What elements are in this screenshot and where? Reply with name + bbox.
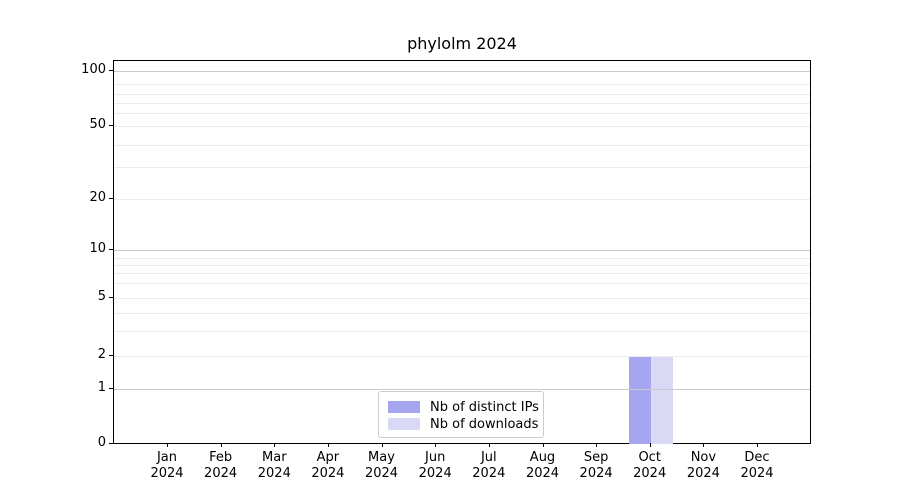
y-gridline-minor xyxy=(114,273,810,274)
x-tick-label: Jan 2024 xyxy=(137,450,197,482)
x-tick-month: Dec xyxy=(744,450,770,465)
y-tick xyxy=(109,125,113,126)
y-tick-label: 5 xyxy=(97,289,106,304)
legend-swatch-downloads xyxy=(388,418,420,430)
x-tick-month: Mar xyxy=(262,450,287,465)
x-tick-label: Apr 2024 xyxy=(298,450,358,482)
x-tick-month: Apr xyxy=(316,450,340,465)
y-tick-label: 1 xyxy=(97,380,106,395)
x-tick-year: 2024 xyxy=(472,466,506,481)
x-tick-label: Nov 2024 xyxy=(673,450,733,482)
x-tick xyxy=(703,443,705,447)
x-tick-month: Nov xyxy=(690,450,717,465)
chart-title: phylolm 2024 xyxy=(407,34,517,53)
legend-label-distinct-ips: Nb of distinct IPs xyxy=(430,399,539,415)
y-tick-label: 50 xyxy=(89,117,106,132)
y-tick-label: 100 xyxy=(81,62,106,77)
x-tick-label: Dec 2024 xyxy=(727,450,787,482)
x-tick-label: Sep 2024 xyxy=(566,450,626,482)
x-tick xyxy=(596,443,598,447)
x-tick-month: Feb xyxy=(209,450,233,465)
legend: Nb of distinct IPs Nb of downloads xyxy=(378,391,544,438)
x-tick-year: 2024 xyxy=(740,466,774,481)
x-tick-label: Mar 2024 xyxy=(244,450,304,482)
x-tick-month: Oct xyxy=(638,450,661,465)
x-tick xyxy=(220,443,222,447)
bar-nb-of-downloads xyxy=(650,356,673,444)
x-tick xyxy=(542,443,544,447)
x-tick-month: Jul xyxy=(480,450,497,465)
x-tick xyxy=(757,443,758,447)
x-tick-year: 2024 xyxy=(204,466,238,481)
y-tick-label: 20 xyxy=(89,190,106,205)
x-tick-year: 2024 xyxy=(579,466,613,481)
x-tick-month: Sep xyxy=(583,450,609,465)
x-tick xyxy=(274,443,276,447)
x-tick xyxy=(435,443,437,447)
legend-swatch-distinct-ips xyxy=(388,401,420,413)
x-tick-label: Jun 2024 xyxy=(405,450,465,482)
y-gridline-minor xyxy=(114,313,810,314)
x-tick-label: May 2024 xyxy=(352,450,412,482)
x-tick-month: Jun xyxy=(425,450,446,465)
y-gridline-decade xyxy=(114,71,810,72)
y-gridline-minor xyxy=(114,331,810,332)
x-tick-label: Aug 2024 xyxy=(513,450,573,482)
y-gridline-decade xyxy=(114,389,810,390)
y-gridline-minor xyxy=(114,283,810,284)
y-gridline-minor xyxy=(114,265,810,266)
x-tick xyxy=(381,443,383,447)
legend-label-downloads: Nb of downloads xyxy=(430,416,539,432)
x-tick-year: 2024 xyxy=(150,466,184,481)
plot-area: Nb of distinct IPs Nb of downloads xyxy=(113,60,811,444)
y-gridline-minor xyxy=(114,356,810,357)
y-tick xyxy=(109,443,113,444)
y-gridline-decade xyxy=(114,250,810,251)
x-tick xyxy=(488,443,490,447)
bar-nb-of-distinct-ips xyxy=(628,356,651,444)
legend-item-downloads: Nb of downloads xyxy=(388,416,538,432)
x-tick-year: 2024 xyxy=(418,466,452,481)
y-tick-label: 10 xyxy=(89,241,106,256)
y-gridline-minor xyxy=(114,145,810,146)
x-tick-label: Jul 2024 xyxy=(459,450,519,482)
x-tick-year: 2024 xyxy=(633,466,667,481)
x-tick-label: Oct 2024 xyxy=(620,450,680,482)
x-tick-month: Aug xyxy=(529,450,556,465)
y-tick xyxy=(109,297,113,298)
x-tick-year: 2024 xyxy=(364,466,399,481)
y-tick xyxy=(109,198,113,199)
x-tick-label: Feb 2024 xyxy=(191,450,251,482)
x-tick-month: Jan xyxy=(156,450,178,465)
y-gridline-minor xyxy=(114,126,810,127)
y-gridline-minor xyxy=(114,258,810,259)
y-tick-label: 2 xyxy=(97,347,106,362)
y-tick xyxy=(109,388,113,389)
y-gridline-minor xyxy=(114,113,810,114)
y-gridline-minor xyxy=(114,167,810,168)
x-tick-year: 2024 xyxy=(686,466,720,481)
x-tick xyxy=(327,443,329,447)
x-tick-month: May xyxy=(368,450,395,465)
x-tick-year: 2024 xyxy=(257,466,291,481)
y-gridline-minor xyxy=(114,298,810,299)
y-gridline-minor xyxy=(114,94,810,95)
y-tick xyxy=(109,355,113,356)
x-tick xyxy=(167,443,168,447)
y-gridline-minor xyxy=(114,199,810,200)
y-tick xyxy=(109,249,113,250)
legend-item-distinct-ips: Nb of distinct IPs xyxy=(388,399,539,415)
y-gridline-minor xyxy=(114,84,810,85)
y-gridline-minor xyxy=(114,103,810,104)
y-tick-label: 0 xyxy=(97,435,106,450)
x-tick-year: 2024 xyxy=(311,466,345,481)
x-tick xyxy=(649,443,651,447)
y-tick xyxy=(109,70,113,71)
x-tick-year: 2024 xyxy=(525,466,560,481)
